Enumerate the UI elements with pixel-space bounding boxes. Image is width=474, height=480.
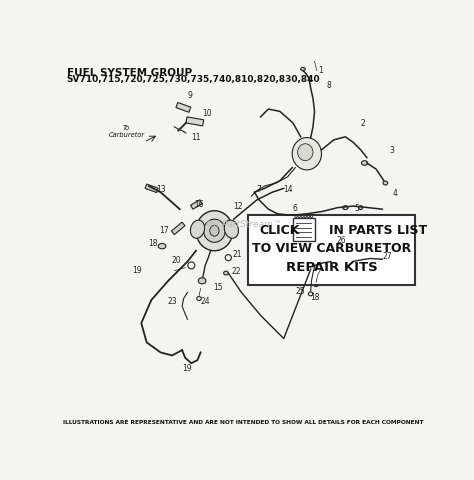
Text: 4: 4 xyxy=(393,188,398,197)
Text: To
Carburetor: To Carburetor xyxy=(109,125,145,138)
Text: 22: 22 xyxy=(231,267,241,276)
Text: 13: 13 xyxy=(156,184,165,193)
Text: 27: 27 xyxy=(383,252,392,260)
Ellipse shape xyxy=(292,138,321,170)
Text: IN PARTS LIST: IN PARTS LIST xyxy=(329,223,427,236)
Bar xyxy=(172,223,185,235)
Ellipse shape xyxy=(224,272,228,276)
Text: 8: 8 xyxy=(326,81,331,90)
Ellipse shape xyxy=(191,221,205,239)
Text: 18: 18 xyxy=(310,292,319,301)
Text: 6: 6 xyxy=(293,204,298,213)
Ellipse shape xyxy=(204,220,225,243)
Ellipse shape xyxy=(224,221,238,239)
Ellipse shape xyxy=(331,255,352,269)
Text: 17: 17 xyxy=(160,225,169,234)
Ellipse shape xyxy=(310,264,316,268)
Bar xyxy=(248,216,415,285)
Text: 24: 24 xyxy=(201,296,210,305)
Text: 20: 20 xyxy=(171,256,181,265)
Text: 9: 9 xyxy=(187,91,192,100)
Text: 12: 12 xyxy=(233,202,242,210)
Ellipse shape xyxy=(198,278,206,284)
Text: 3: 3 xyxy=(389,146,394,155)
Text: 1: 1 xyxy=(319,65,323,74)
Bar xyxy=(293,218,315,241)
Text: CLICK: CLICK xyxy=(260,223,300,236)
Ellipse shape xyxy=(298,144,313,161)
Text: REPAIR KITS: REPAIR KITS xyxy=(286,260,377,273)
Ellipse shape xyxy=(383,182,388,186)
Ellipse shape xyxy=(301,68,305,72)
Text: 15: 15 xyxy=(213,282,223,291)
Text: 7: 7 xyxy=(256,184,262,193)
Text: 11: 11 xyxy=(191,132,201,141)
Text: ILLUSTRATIONS ARE REPRESENTATIVE AND ARE NOT INTENDED TO SHOW ALL DETAILS FOR EA: ILLUSTRATIONS ARE REPRESENTATIVE AND ARE… xyxy=(63,419,423,424)
Text: TO VIEW CARBURETOR: TO VIEW CARBURETOR xyxy=(252,241,411,255)
Text: FUEL SYSTEM GROUP: FUEL SYSTEM GROUP xyxy=(66,68,191,78)
Text: 19: 19 xyxy=(133,265,142,274)
Text: 21: 21 xyxy=(233,250,242,259)
Ellipse shape xyxy=(362,161,368,166)
Text: 16: 16 xyxy=(194,200,204,209)
Text: 19: 19 xyxy=(182,363,192,372)
Text: 18: 18 xyxy=(148,238,157,247)
Text: 14: 14 xyxy=(283,184,292,193)
Bar xyxy=(186,118,204,127)
Text: SV710,715,720,725,730,735,740,810,820,830,840: SV710,715,720,725,730,735,740,810,820,83… xyxy=(66,75,320,84)
Text: ARI PartStream™: ARI PartStream™ xyxy=(204,219,282,228)
Text: 25: 25 xyxy=(296,287,305,296)
Ellipse shape xyxy=(158,244,166,249)
Ellipse shape xyxy=(314,283,319,287)
Ellipse shape xyxy=(196,211,233,251)
Text: 5: 5 xyxy=(355,204,359,213)
Ellipse shape xyxy=(343,206,348,210)
Ellipse shape xyxy=(334,257,349,266)
Bar xyxy=(176,103,191,113)
Text: 10: 10 xyxy=(202,109,211,118)
Text: 26: 26 xyxy=(337,236,346,245)
Bar xyxy=(145,185,158,193)
Text: 2: 2 xyxy=(361,119,365,128)
Text: 23: 23 xyxy=(167,296,177,305)
Ellipse shape xyxy=(210,226,219,237)
Bar xyxy=(191,200,202,210)
Ellipse shape xyxy=(359,206,363,210)
